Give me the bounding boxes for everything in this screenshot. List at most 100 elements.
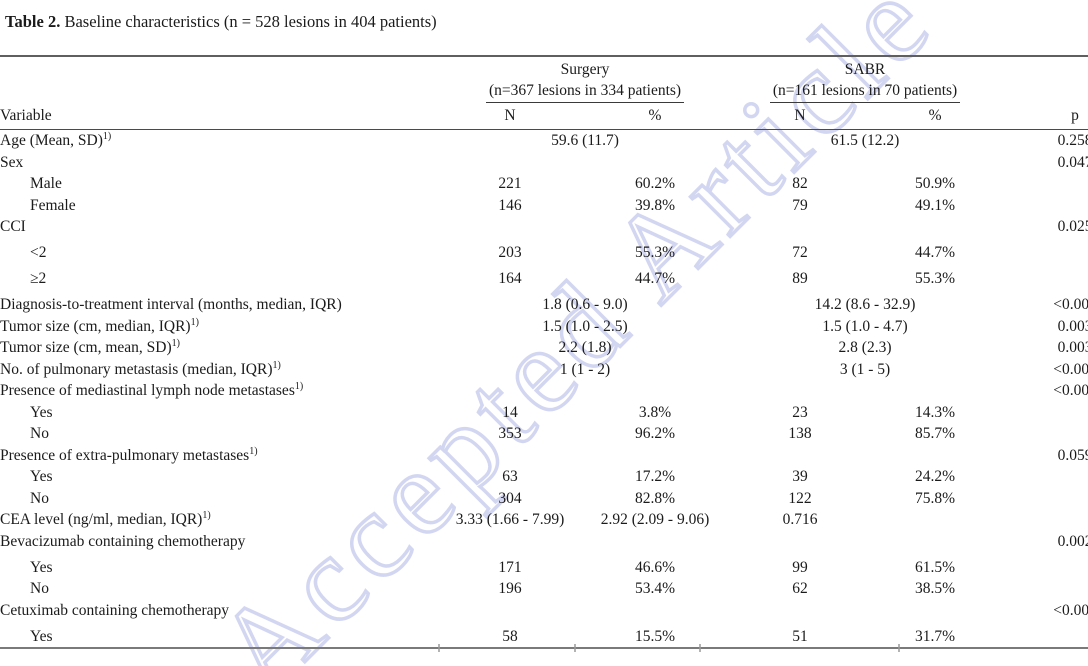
empty-cell [440,600,1000,622]
row-label-text: Bevacizumab containing chemotherapy [0,532,246,550]
empty-cell [1000,552,1088,578]
p-value-cell: 0.003 [1057,339,1088,356]
table-row: Cetuximab containing chemotherapy <0.001 [0,600,1088,622]
group-sub-surgery: (n=367 lesions in 334 patients) [485,80,685,103]
table-row: CCI 0.025 [0,216,1088,238]
row-label-text: <2 [30,244,47,261]
row-label: No. of pulmonary metastasis (median, IQR… [0,359,440,381]
surgery-pct-cell: 15.5% [634,627,676,645]
sabr-n-cell: 39 [792,468,808,485]
row-label: Yes [0,552,440,578]
sabr-n-cell: 23 [792,403,808,421]
footnote-marker: 1) [190,316,199,328]
row-label: Tumor size (cm, median, IQR)1) [0,316,440,338]
col-header-variable: Variable [0,103,440,130]
col-header-surgery-pct: % [580,103,731,130]
footnote-marker: 1) [294,380,304,392]
row-label: Yes [0,402,440,424]
empty-cell [1000,264,1088,290]
column-header-row: Variable N % N % p [0,103,1088,130]
surgery-pct-cell: 96.2% [634,425,676,442]
row-label-text: Yes [30,403,53,421]
surgery-n-cell: 203 [498,244,522,261]
row-label-text: Diagnosis-to-treatment interval (months,… [0,296,342,313]
row-label: Tumor size (cm, mean, SD)1) [0,337,440,359]
surgery-value-cell: 1.5 (1.0 - 2.5) [542,317,628,335]
table-row: Yes 63 17.2% 39 24.2% [0,466,1088,488]
row-label: No [0,488,440,510]
surgery-n-cell: 63 [502,468,518,485]
row-label: CCI [0,216,440,238]
table-row: Diagnosis-to-treatment interval (months,… [0,290,1088,316]
empty-cell [440,380,1000,402]
footnote-marker: 1) [249,445,258,457]
p-value-cell: 0.003 [1057,317,1088,335]
table-title: Table 2. Baseline characteristics (n = 5… [5,12,437,32]
group-sub-sabr: (n=161 lesions in 70 patients) [769,80,961,103]
table-row: Yes 171 46.6% 99 61.5% [0,552,1088,578]
row-label: Yes [0,621,440,648]
table-row: No 353 96.2% 138 85.7% [0,423,1088,445]
sabr-n-cell: 82 [792,175,808,192]
row-label: Yes [0,466,440,488]
row-label-text: Tumor size (cm, mean, SD) [0,339,172,356]
table-row: No. of pulmonary metastasis (median, IQR… [0,359,1088,381]
table-row: ≥2 164 44.7% 89 55.3% [0,264,1088,290]
group-name-surgery: Surgery [560,61,610,78]
sabr-pct-cell: 31.7% [915,627,956,645]
row-label: Bevacizumab containing chemotherapy [0,531,440,553]
table-row: Age (Mean, SD)1) 59.6 (11.7) 61.5 (12.2) 0.… [0,130,1088,152]
sabr-value-cell: 3 (1 - 5) [839,360,891,378]
empty-cell [440,531,1000,553]
table-row: Tumor size (cm, mean, SD)1) 2.2 (1.8) 2.8 … [0,337,1088,359]
sabr-pct-cell: 24.2% [915,468,956,485]
column-tick-mark [574,644,576,652]
row-label-text: Female [30,196,76,214]
p-value-cell: 0.716 [782,511,818,528]
surgery-value-cell: 59.6 (11.7) [551,132,619,149]
sabr-pct-cell: 14.3% [915,403,956,421]
surgery-value-cell: 2.2 (1.8) [558,339,612,356]
empty-cell [1000,402,1088,424]
group-header-spacer [1000,56,1088,103]
table-row: Bevacizumab containing chemotherapy 0.002 [0,531,1088,553]
sabr-pct-cell: 44.7% [915,244,956,261]
sabr-value-cell: 14.2 (8.6 - 32.9) [814,296,916,313]
row-label-text: CEA level (ng/ml, median, IQR) [0,511,203,528]
sabr-value-cell: 2.92 (2.09 - 9.06) [600,511,710,528]
row-label-text: CCI [0,218,26,235]
p-value-cell: <0.001 [1053,360,1088,378]
p-value-cell: 0.258 [1057,132,1088,149]
surgery-n-cell: 164 [498,270,522,287]
row-label: Presence of extra-pulmonary metastases1) [0,445,440,467]
table-row: No 304 82.8% 122 75.8% [0,488,1088,510]
column-tick-mark [699,644,701,652]
row-label: Male [0,173,440,195]
row-label-text: Sex [0,153,24,171]
sabr-pct-cell: 85.7% [915,425,956,442]
p-value-cell: <0.001 [1053,382,1088,399]
empty-cell [1000,578,1088,600]
surgery-value-cell: 3.33 (1.66 - 7.99) [455,511,565,528]
empty-cell [1000,509,1088,531]
col-header-sabr-n: N [730,103,871,130]
sabr-n-cell: 72 [792,244,808,261]
group-header-surgery: Surgery (n=367 lesions in 334 patients) [440,56,730,103]
table-title-label: Table 2. [5,12,61,31]
table-row: CEA level (ng/ml, median, IQR)1) 3.33 (1.… [0,509,1088,531]
empty-cell [1000,621,1088,648]
group-header-row: Surgery (n=367 lesions in 334 patients) … [0,56,1088,103]
row-label: ≥2 [0,264,440,290]
row-label: <2 [0,238,440,264]
surgery-pct-cell: 55.3% [634,244,676,261]
group-name-sabr: SABR [844,61,886,78]
group-header-sabr: SABR (n=161 lesions in 70 patients) [730,56,1000,103]
empty-cell [1000,488,1088,510]
sabr-pct-cell: 75.8% [915,489,956,507]
sabr-n-cell: 89 [792,270,808,287]
row-label-text: Male [30,175,62,192]
row-label: Cetuximab containing chemotherapy [0,600,440,622]
empty-cell [1000,423,1088,445]
table-row: Male 221 60.2% 82 50.9% [0,173,1088,195]
